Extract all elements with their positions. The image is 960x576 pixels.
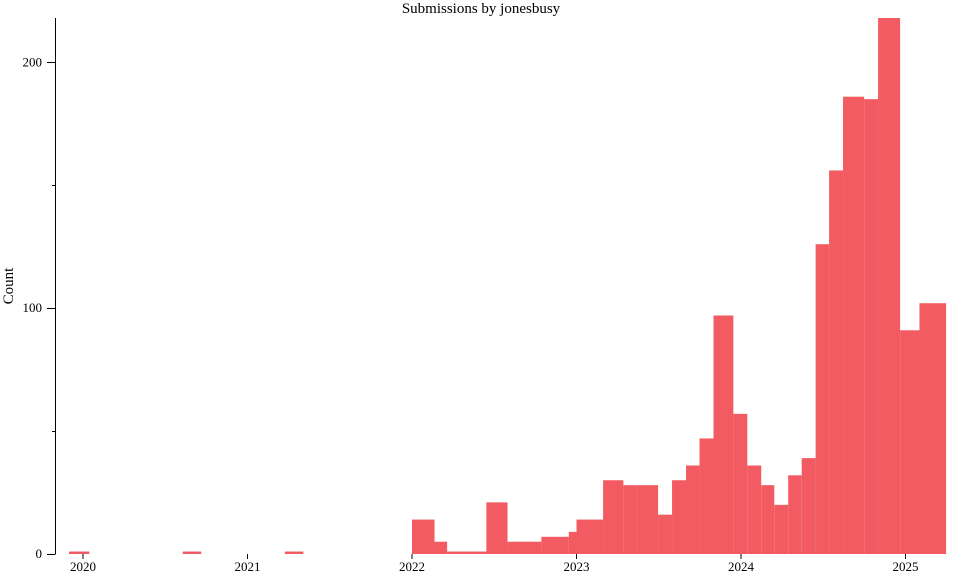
histogram-bar [568,531,577,554]
histogram-bar [412,519,435,554]
histogram-bar [284,551,304,554]
histogram-bar [603,480,624,554]
histogram-bar [829,170,844,554]
histogram-bar [774,504,789,554]
histogram-bar [507,541,542,554]
histogram-bar [733,413,748,554]
x-tick-label: 2023 [564,559,590,574]
histogram-bar [843,96,865,555]
histogram-bar [541,536,569,554]
y-ticks-group: 0 100 200 [23,54,56,561]
x-tick-label: 2020 [70,559,96,574]
y-axis-label: Count [1,267,17,305]
x-ticks-group: 2020 2021 2022 2023 2024 2025 [70,554,919,574]
histogram-bar [434,541,448,554]
y-tick-label: 100 [23,300,43,315]
histogram-bar [801,458,816,554]
histogram-bar [447,551,487,554]
histogram-bar [864,99,879,554]
chart-title: Submissions by jonesbusy [402,1,561,17]
histogram-bar [686,465,700,554]
histogram-bar [919,303,947,554]
x-tick-label: 2021 [235,559,261,574]
histogram-bar [900,330,920,554]
histogram-bar [672,480,687,554]
histogram-bar [815,244,830,554]
histogram-bar [636,485,659,554]
histogram-bar [576,519,604,554]
histogram-bar [486,502,508,554]
histogram-bar [623,485,637,554]
histogram-bar [788,475,802,554]
y-tick-label: 200 [23,54,43,69]
histogram-bar [699,438,714,554]
histogram-bar [182,551,202,554]
x-tick-label: 2022 [399,559,425,574]
histogram-bar [747,465,762,554]
histogram-bar [69,551,90,554]
y-tick-label: 0 [36,546,43,561]
x-tick-label: 2025 [893,559,919,574]
histogram-bar [658,514,673,554]
bars-group [69,18,947,555]
x-tick-label: 2024 [728,559,755,574]
histogram-bar [761,485,775,554]
histogram-bar [878,18,901,554]
histogram-bar [713,315,734,554]
